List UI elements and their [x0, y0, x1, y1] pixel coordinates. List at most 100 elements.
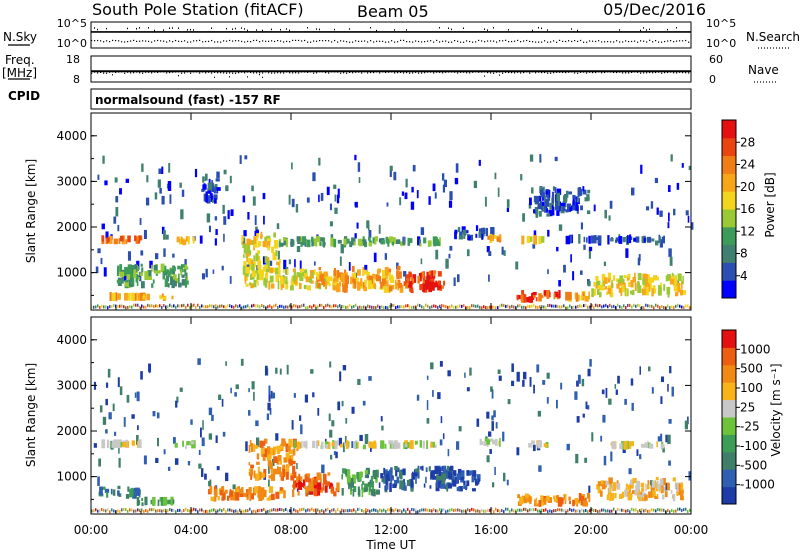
clutter-cell: [577, 509, 579, 513]
nsearch-point: [403, 39, 405, 42]
echo-cell: [651, 387, 654, 394]
echo-cell: [327, 472, 331, 476]
echo-cell: [688, 471, 691, 481]
echo-cell: [125, 239, 128, 245]
y-tick-label: 4000: [56, 333, 87, 347]
echo-cell: [596, 288, 600, 295]
nsearch-point: [607, 41, 609, 43]
echo-cell: [543, 186, 545, 193]
clutter-cell: [609, 303, 611, 307]
clutter-cell: [323, 305, 325, 309]
echo-cell: [417, 236, 421, 246]
echo-cell: [306, 239, 311, 248]
nsky-point: [139, 27, 140, 29]
echo-cell: [403, 442, 405, 450]
clutter-cell: [97, 304, 99, 308]
clutter-cell: [147, 509, 149, 513]
clutter-cell: [277, 508, 279, 512]
echo-cell: [119, 386, 123, 396]
clutter-cell: [321, 303, 323, 307]
nsearch-point: [172, 41, 174, 43]
nsky-point: [643, 27, 644, 29]
echo-cell: [310, 236, 314, 242]
echo-cell: [268, 486, 274, 493]
echo-cell: [459, 231, 463, 238]
nsky-point: [577, 29, 578, 32]
echo-cell: [179, 266, 184, 273]
echo-cell: [309, 278, 313, 283]
echo-cell: [671, 386, 674, 397]
echo-cell: [230, 387, 232, 394]
echo-cell: [572, 194, 576, 199]
echo-cell: [652, 288, 657, 293]
nave-point: [394, 72, 396, 74]
echo-cell: [554, 156, 558, 162]
echo-cell: [178, 282, 182, 288]
echo-cell: [647, 274, 650, 283]
echo-cell: [294, 259, 296, 268]
clutter-cell: [597, 304, 599, 308]
echo-cell: [266, 446, 271, 455]
echo-cell: [641, 492, 646, 497]
echo-cell: [213, 194, 218, 200]
echo-cell: [522, 495, 526, 503]
echo-cell: [105, 429, 108, 434]
echo-cell: [306, 197, 310, 203]
nsearch-point: [577, 40, 579, 43]
echo-cell: [551, 191, 555, 198]
echo-cell: [526, 235, 531, 243]
clutter-cell: [425, 508, 427, 512]
nsky-point: [148, 27, 149, 29]
nsearch-point: [235, 40, 237, 42]
echo-cell: [320, 487, 324, 493]
clutter-cell: [109, 510, 111, 514]
nave-point: [196, 71, 198, 73]
echo-cell: [345, 417, 348, 424]
echo-cell: [591, 288, 594, 298]
nsearch-point: [214, 41, 216, 43]
echo-cell: [166, 269, 169, 275]
echo-cell: [138, 235, 141, 244]
clutter-cell: [657, 304, 659, 308]
clutter-cell: [379, 508, 381, 512]
nsearch-point: [448, 41, 450, 43]
clutter-cell: [553, 509, 555, 513]
echo-cell: [219, 489, 223, 496]
echo-cell: [455, 163, 459, 173]
echo-cell: [328, 413, 331, 421]
clutter-cell: [493, 510, 495, 514]
echo-cell: [165, 234, 169, 240]
echo-cell: [272, 252, 277, 261]
echo-cell: [258, 486, 261, 492]
echo-cell: [243, 245, 247, 254]
clutter-cell: [441, 304, 443, 308]
echo-cell: [265, 268, 270, 273]
echo-cell: [390, 467, 393, 474]
nsearch-point: [466, 40, 468, 42]
echo-cell: [673, 208, 676, 216]
echo-cell: [321, 274, 324, 279]
echo-cell: [169, 194, 172, 204]
clutter-cell: [271, 305, 273, 309]
echo-cell: [115, 292, 118, 302]
echo-cell: [618, 287, 622, 293]
clutter-cell: [389, 508, 391, 512]
clutter-cell: [455, 508, 457, 512]
echo-cell: [622, 278, 625, 284]
echo-cell: [497, 369, 501, 374]
echo-cell: [114, 431, 117, 436]
echo-cell: [511, 363, 514, 372]
echo-cell: [124, 292, 129, 301]
clutter-cell: [143, 305, 145, 309]
echo-cell: [172, 266, 176, 272]
nsearch-point: [625, 40, 627, 42]
echo-cell: [149, 260, 153, 269]
echo-cell: [398, 271, 402, 279]
nave-point: [535, 72, 537, 74]
echo-cell: [339, 371, 342, 382]
echo-cell: [688, 165, 691, 170]
echo-cell: [171, 295, 174, 300]
clutter-cell: [353, 508, 355, 512]
echo-cell: [256, 269, 260, 275]
nave-point: [97, 72, 99, 74]
